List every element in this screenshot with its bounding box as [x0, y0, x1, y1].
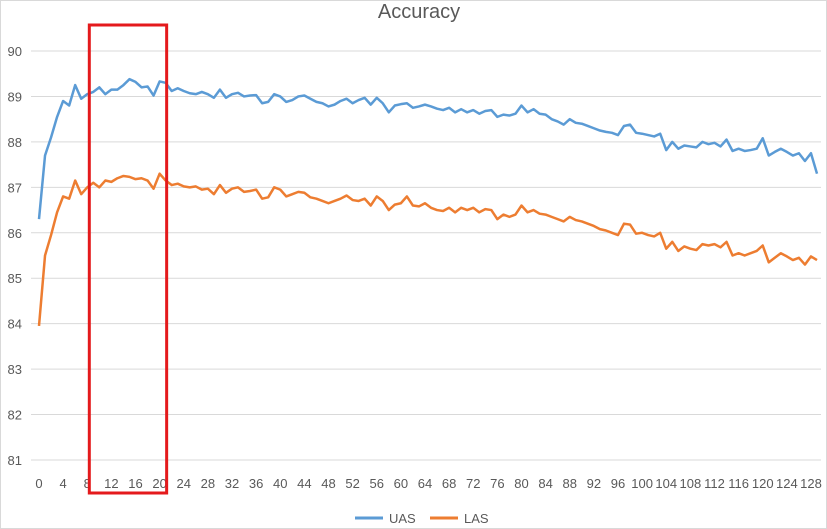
- x-tick-label: 120: [752, 476, 774, 491]
- highlight-box: [87, 23, 169, 495]
- y-tick-label: 89: [8, 89, 22, 104]
- x-tick-label: 60: [394, 476, 408, 491]
- x-tick-label: 92: [587, 476, 601, 491]
- x-tick-label: 88: [562, 476, 576, 491]
- y-tick-label: 83: [8, 362, 22, 377]
- x-tick-label: 8: [84, 476, 91, 491]
- y-tick-label: 81: [8, 453, 22, 468]
- x-axis: 0 4 8 12 16 20 24 28 32 36 40 44 48 52 56 60 64 68 72 76 80 8…: [35, 476, 821, 491]
- x-tick-label: 76: [490, 476, 504, 491]
- y-tick-label: 82: [8, 408, 22, 423]
- x-tick-label: 100: [631, 476, 653, 491]
- x-tick-label: 28: [201, 476, 215, 491]
- legend-label-uas: UAS: [389, 511, 416, 526]
- x-tick-label: 16: [128, 476, 142, 491]
- series-line-uas: [37, 77, 819, 220]
- x-tick-label: 32: [225, 476, 239, 491]
- y-tick-label: 84: [8, 317, 22, 332]
- x-tick-label: 52: [345, 476, 359, 491]
- legend: UAS LAS: [355, 511, 489, 526]
- x-tick-label: 112: [704, 476, 725, 491]
- x-tick-label: 108: [679, 476, 701, 491]
- gridlines: [31, 50, 821, 461]
- x-tick-label: 68: [442, 476, 456, 491]
- x-tick-label: 72: [466, 476, 480, 491]
- x-tick-label: 48: [321, 476, 335, 491]
- x-tick-label: 104: [655, 476, 677, 491]
- y-axis: 81 82 83 84 85 86 87 88 89 90: [8, 44, 22, 468]
- highlight-region: [87, 23, 169, 495]
- x-tick-label: 84: [538, 476, 552, 491]
- x-tick-label: 0: [35, 476, 42, 491]
- y-tick-label: 87: [8, 180, 22, 195]
- x-tick-label: 124: [776, 476, 798, 491]
- x-tick-label: 56: [370, 476, 384, 491]
- x-tick-label: 4: [60, 476, 67, 491]
- chart-title: Accuracy: [378, 1, 460, 23]
- y-tick-label: 85: [8, 271, 22, 286]
- x-tick-label: 12: [104, 476, 118, 491]
- series-line-las: [37, 172, 818, 327]
- y-tick-label: 86: [8, 226, 22, 241]
- y-tick-label: 90: [8, 44, 22, 59]
- x-tick-label: 128: [800, 476, 822, 491]
- x-tick-label: 64: [418, 476, 432, 491]
- series-lines: [37, 77, 819, 327]
- x-tick-label: 20: [152, 476, 166, 491]
- x-tick-label: 36: [249, 476, 263, 491]
- y-tick-label: 88: [8, 135, 22, 150]
- x-tick-label: 24: [177, 476, 191, 491]
- x-tick-label: 44: [297, 476, 311, 491]
- x-tick-label: 116: [728, 476, 749, 491]
- x-tick-label: 80: [514, 476, 528, 491]
- x-tick-label: 40: [273, 476, 287, 491]
- legend-label-las: LAS: [464, 511, 489, 526]
- x-tick-label: 96: [611, 476, 625, 491]
